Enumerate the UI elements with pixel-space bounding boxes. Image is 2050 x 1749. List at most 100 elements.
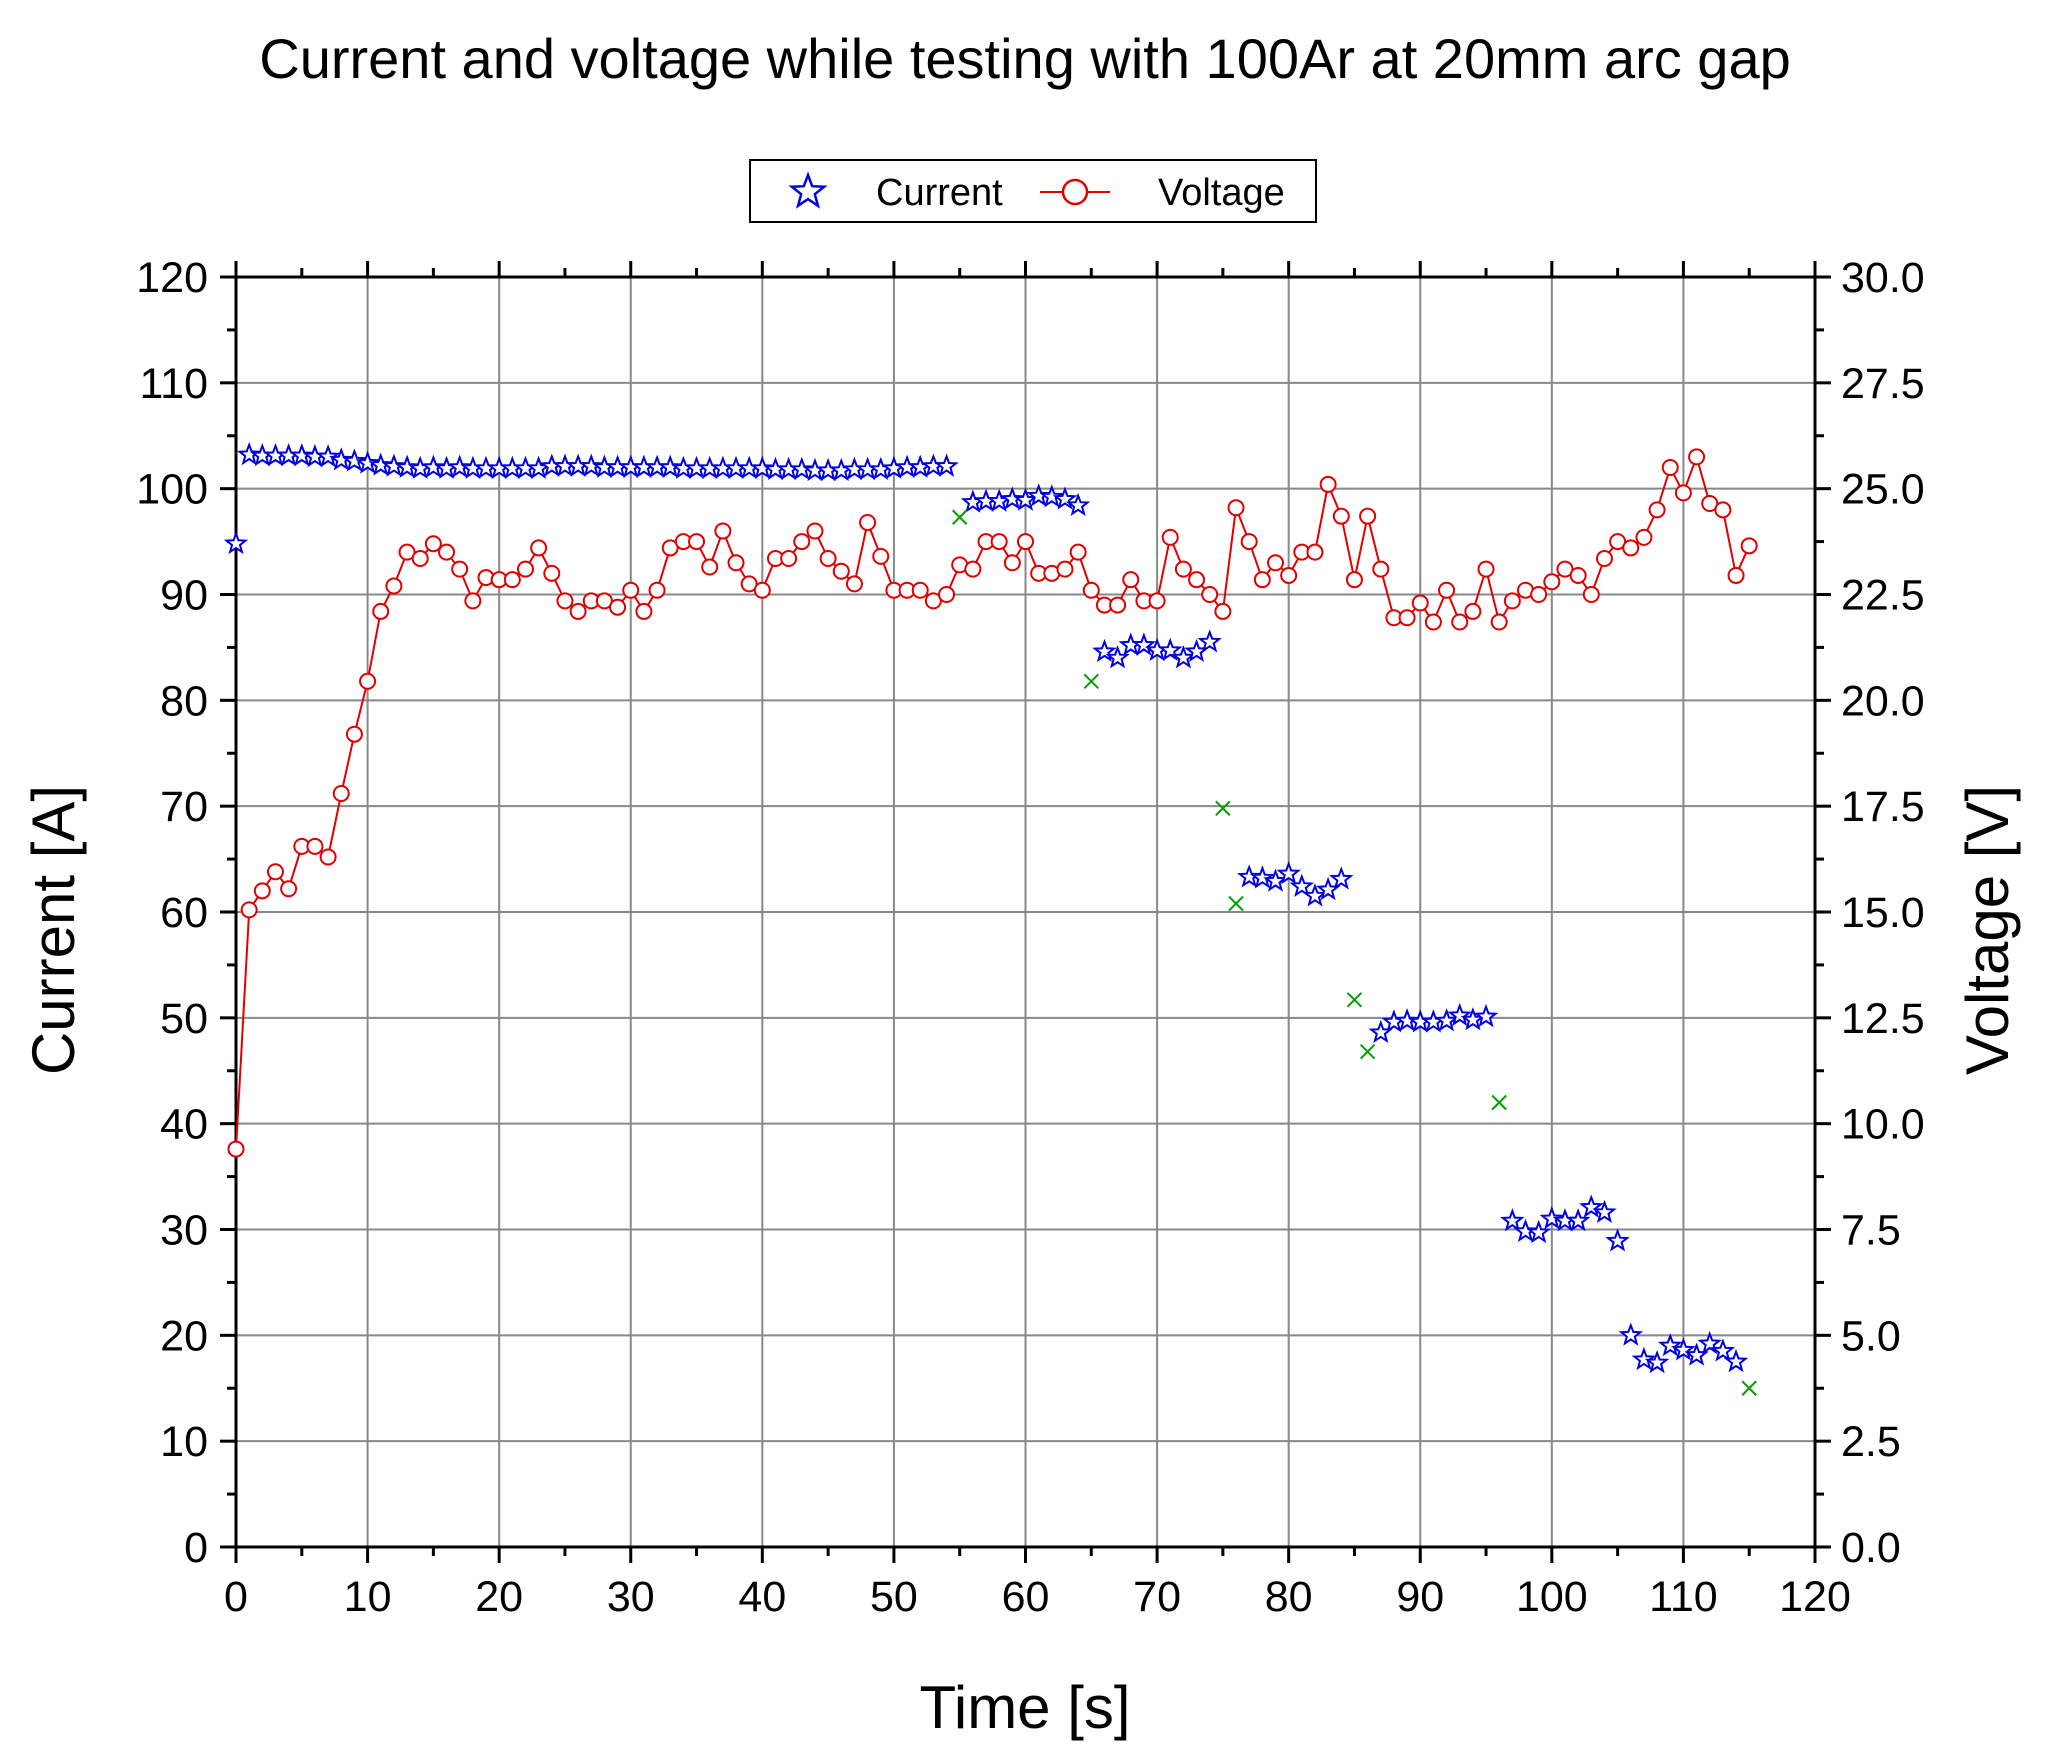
x-tick-label: 90 [1396, 1573, 1444, 1621]
grid [236, 277, 1815, 1547]
voltage-point [990, 533, 1008, 551]
legend-current-marker [788, 171, 828, 209]
voltage-point [1174, 560, 1192, 578]
y-axis-left-title: Current [A] [20, 785, 87, 1075]
voltage-point [253, 882, 271, 900]
current-point [1052, 486, 1078, 510]
y-right-tick-label: 27.5 [1841, 360, 1925, 408]
voltage-point [1332, 507, 1350, 525]
voltage-point [859, 514, 877, 532]
current-point [1065, 492, 1091, 517]
voltage-point [1674, 484, 1692, 502]
voltage-point [1161, 528, 1179, 546]
x-marker-point [1359, 1043, 1376, 1060]
current-point [223, 530, 249, 555]
voltage-point [1543, 573, 1561, 591]
y-left-tick-label: 110 [139, 360, 208, 408]
voltage-point [1122, 571, 1140, 589]
y-right-tick-label: 17.5 [1841, 783, 1925, 831]
voltage-point [1082, 581, 1100, 599]
voltage-point [503, 571, 521, 589]
current-point [1131, 632, 1157, 656]
voltage-point [1319, 475, 1337, 493]
x-marker-point [1346, 992, 1363, 1008]
voltage-point [345, 725, 363, 743]
current-point [1605, 1228, 1630, 1252]
voltage-point [372, 602, 390, 620]
x-tick-label: 20 [475, 1573, 523, 1621]
voltage-point [780, 550, 798, 568]
voltage-series [227, 448, 1758, 1158]
voltage-point [1740, 537, 1758, 555]
voltage-point [1701, 494, 1719, 512]
voltage-point [1569, 566, 1587, 584]
y-right-tick-label: 10.0 [1841, 1101, 1925, 1149]
y-right-tick-label: 12.5 [1841, 995, 1925, 1043]
voltage-point [451, 560, 469, 578]
legend-box [749, 159, 1317, 223]
x-axis-title: Time [s] [919, 1674, 1130, 1741]
x-marker-point [1083, 673, 1099, 689]
voltage-point [635, 602, 653, 620]
voltage-point [622, 581, 640, 599]
voltage-point [1688, 448, 1706, 466]
x-tick-label: 60 [1002, 1573, 1050, 1621]
current-point [1539, 1206, 1565, 1230]
current-point [1657, 1333, 1683, 1357]
y-right-tick-label: 20.0 [1841, 677, 1925, 725]
voltage-point [530, 539, 548, 557]
x-marker-stroke [952, 509, 968, 525]
current-point [1644, 1349, 1670, 1374]
voltage-point [1411, 594, 1429, 612]
voltage-point [1714, 501, 1732, 519]
voltage-point [1372, 560, 1390, 578]
voltage-point [872, 547, 890, 565]
x-tick-label: 30 [607, 1573, 655, 1621]
current-point [1276, 861, 1301, 885]
voltage-point [1582, 586, 1600, 603]
x-marker-point [952, 509, 968, 525]
x-marker-stroke [1359, 1043, 1376, 1060]
legend-voltage-marker [1061, 178, 1089, 206]
x-tick-label: 10 [344, 1573, 392, 1621]
x-marker-stroke [1228, 895, 1244, 912]
current-point [1302, 883, 1328, 907]
y-right-tick-label: 22.5 [1841, 572, 1925, 620]
voltage-point [1595, 550, 1613, 568]
x-tick-label: 110 [1649, 1573, 1718, 1621]
x-tick-label: 100 [1516, 1573, 1588, 1621]
voltage-point [1109, 596, 1127, 614]
voltage-point [464, 592, 482, 610]
voltage-point [1148, 592, 1166, 610]
voltage-point [319, 848, 337, 866]
current-point [1671, 1337, 1696, 1361]
voltage-point [569, 602, 587, 620]
x-marker-point [1741, 1380, 1757, 1396]
voltage-point [1530, 586, 1548, 603]
voltage-point [924, 592, 942, 610]
current-point [1697, 1330, 1722, 1355]
voltage-point [701, 558, 719, 576]
voltage-point [306, 837, 324, 855]
current-point [1394, 1008, 1420, 1032]
voltage-point [332, 784, 350, 802]
current-point [342, 448, 367, 472]
current-point [1157, 637, 1183, 662]
y-right-tick-label: 0.0 [1841, 1524, 1901, 1572]
voltage-point [1635, 528, 1653, 546]
current-point [394, 454, 420, 478]
voltage-point [280, 880, 298, 898]
x-marker-point [1491, 1094, 1507, 1111]
voltage-point [714, 522, 732, 540]
voltage-point [1056, 560, 1074, 578]
voltage-point [938, 586, 956, 603]
voltage-point [1069, 543, 1087, 561]
voltage-point [1464, 602, 1482, 620]
voltage-point [845, 575, 863, 593]
voltage-point [1345, 571, 1363, 589]
y-axis-right-title: Voltage [V] [1954, 785, 2021, 1075]
voltage-point [1398, 609, 1416, 627]
voltage-point [411, 550, 429, 568]
current-point [1579, 1194, 1604, 1218]
x-marker-stroke [1083, 673, 1099, 689]
